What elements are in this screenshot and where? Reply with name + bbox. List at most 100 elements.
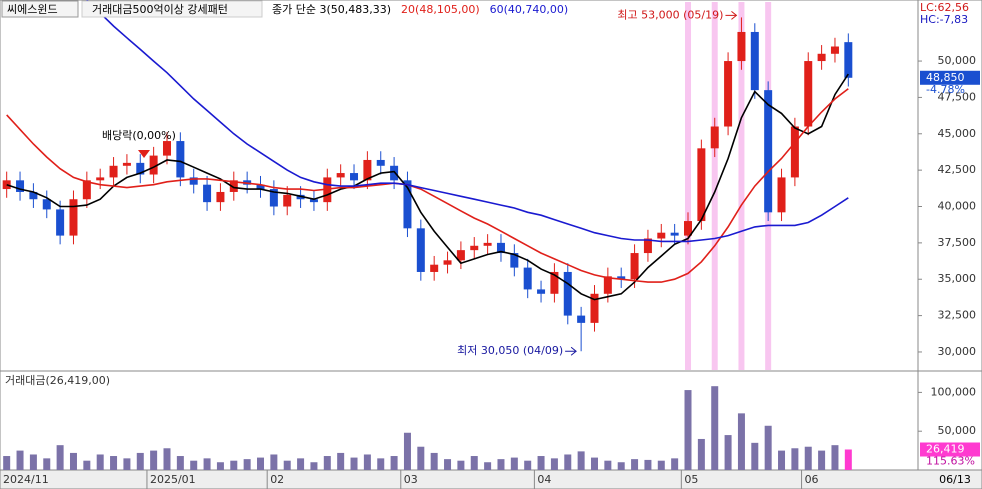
volume-bar (497, 459, 505, 470)
y-tick-label: 40,000 (938, 200, 977, 213)
candle-body (844, 42, 853, 78)
volume-bar (297, 458, 305, 470)
volume-bar (216, 462, 224, 470)
dividend-arrow (138, 150, 150, 158)
volume-bar (804, 446, 812, 470)
volume-bar (684, 390, 692, 470)
candle-body (416, 228, 425, 272)
x-tick-label: 02 (270, 473, 284, 486)
volume-bar (444, 459, 452, 470)
volume-bar (791, 448, 799, 470)
candle-body (69, 199, 78, 236)
candle-body (830, 46, 839, 54)
volume-bar (377, 458, 385, 470)
y-tick-label: 50,000 (938, 424, 977, 437)
volume-bar (230, 460, 238, 470)
candle-body (149, 155, 158, 175)
annotation-arrow (565, 346, 577, 356)
candle-body (630, 253, 639, 280)
volume-bar (176, 456, 184, 470)
candle-body (684, 221, 693, 236)
volume-bar (671, 458, 679, 470)
candle-body (256, 184, 265, 190)
candle-body (804, 61, 813, 127)
candle-body (456, 250, 465, 261)
last-volume-box (920, 442, 980, 457)
candle-body (283, 194, 292, 207)
volume-bar (150, 450, 158, 470)
candle-body (430, 264, 439, 272)
last-volume-label: 26,419 (926, 442, 965, 455)
candle-body (16, 180, 25, 192)
volume-bar (524, 460, 532, 470)
volume-bar (764, 425, 772, 470)
candle-body (483, 242, 492, 246)
volume-bar (457, 460, 465, 470)
volume-bar (203, 458, 211, 470)
x-tick-label: 05 (684, 473, 698, 486)
candle-body (670, 232, 679, 236)
volume-bar (537, 456, 545, 470)
candle-body (2, 180, 11, 190)
volume-bar (510, 457, 518, 470)
candle-body (537, 289, 546, 294)
candle-body (216, 191, 225, 203)
volume-bar (644, 459, 652, 470)
candle-body (203, 184, 212, 203)
y-tick-label: 42,500 (938, 163, 977, 176)
legend-entry: 종가 단순 3(50,483,33) (272, 3, 391, 16)
candle-body (577, 315, 586, 323)
candle-body (724, 61, 733, 127)
candle-body (189, 177, 198, 185)
candle-body (777, 177, 786, 213)
candle-body (764, 90, 773, 213)
volume-bar (3, 456, 11, 470)
candle-body (617, 276, 626, 280)
candle-body (817, 53, 826, 62)
volume-bar (737, 413, 745, 470)
x-tick-label: 2024/11 (3, 473, 49, 486)
candle-body (136, 162, 145, 175)
ma-line (86, 0, 849, 243)
candle-body (229, 180, 238, 192)
volume-bar (56, 445, 64, 470)
chart-title: 씨에스윈드 (7, 2, 58, 16)
volume-bar (818, 450, 826, 470)
candle-body (162, 141, 171, 156)
candle-body (737, 31, 746, 62)
volume-bar (123, 458, 131, 470)
candle-body (563, 271, 572, 316)
candle-body (122, 162, 131, 166)
volume-bar (69, 452, 77, 470)
last-price-label: 48,850 (926, 71, 965, 84)
volume-bar (590, 457, 598, 470)
candle-body (590, 293, 599, 323)
candle-body (336, 173, 345, 178)
volume-bar (778, 450, 786, 470)
candle-body (176, 141, 185, 178)
candle-body (29, 191, 38, 200)
title-box[interactable] (1, 0, 79, 18)
candle-body (523, 267, 532, 290)
subtitle-box[interactable] (81, 0, 263, 18)
candle-body (643, 238, 652, 254)
candle-body (697, 148, 706, 222)
volume-bar (16, 450, 24, 470)
x-tick-label: 04 (537, 473, 551, 486)
candle-body (790, 126, 799, 178)
highlight-band (711, 2, 718, 370)
volume-bar (844, 449, 852, 470)
volume-bar (43, 458, 51, 470)
volume-bar (604, 460, 612, 470)
volume-bar (243, 459, 251, 470)
annotation-arrow (725, 11, 738, 20)
volume-bar (430, 452, 438, 470)
volume-bar (617, 462, 625, 470)
x-tick-label: 2025/01 (150, 473, 196, 486)
candle-body (350, 173, 359, 181)
candle-body (82, 180, 91, 200)
volume-bar (550, 458, 558, 470)
volume-title: 거래대금(26,419,00) (5, 374, 110, 387)
volume-bar (403, 432, 411, 470)
y-tick-label: 32,500 (938, 309, 977, 322)
